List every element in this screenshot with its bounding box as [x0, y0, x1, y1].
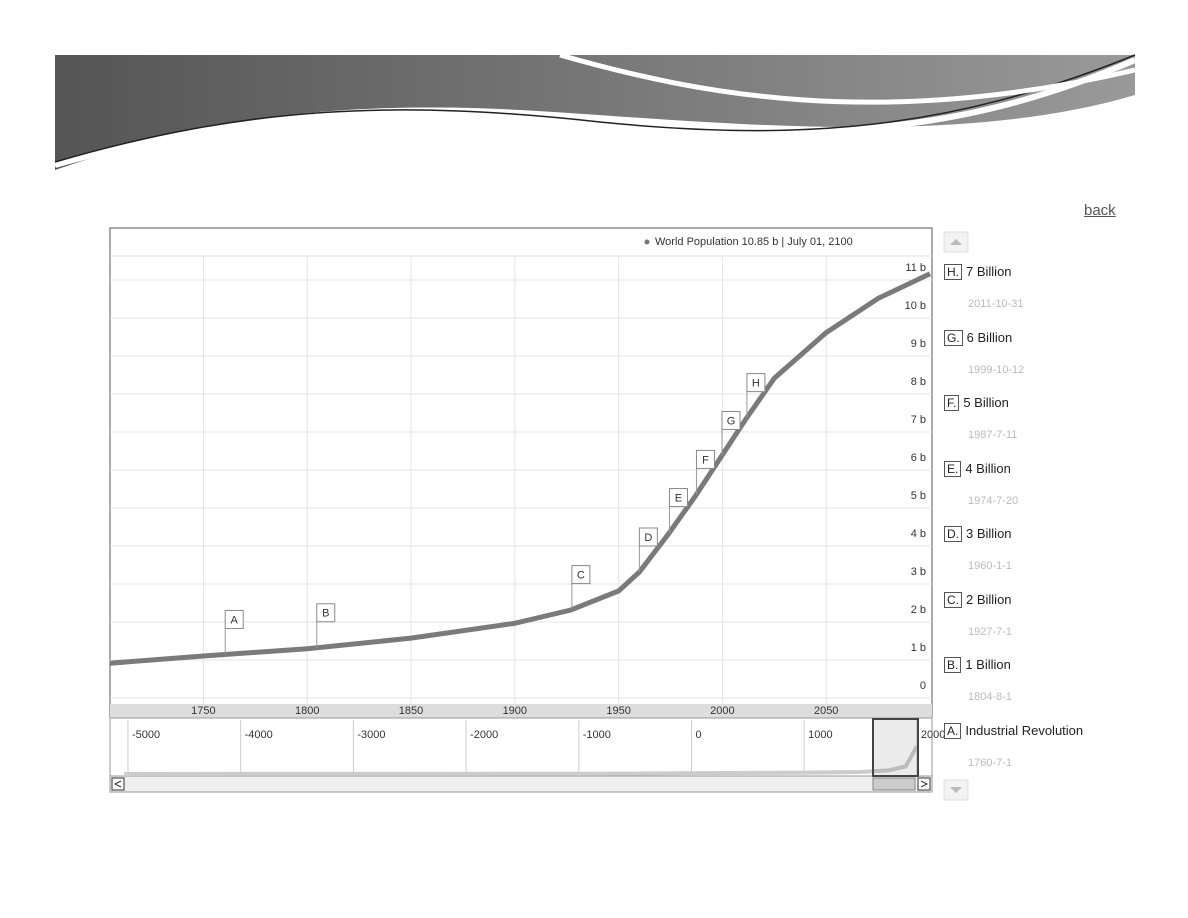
annotation-key: A.	[944, 722, 962, 739]
annotation-item[interactable]: E. 4 Billion	[944, 460, 1011, 477]
navigator-tick-label: -3000	[357, 729, 385, 741]
annotation-title: 3 Billion	[966, 526, 1012, 541]
y-tick-label: 2 b	[911, 604, 926, 616]
annotation-item[interactable]: D. 3 Billion	[944, 526, 1012, 542]
flag-box	[571, 565, 591, 585]
annotation-key: B.	[944, 657, 962, 673]
annotation-key: E.	[944, 460, 962, 477]
flag-letter: F	[702, 454, 709, 466]
navigator-tick-label: -2000	[470, 729, 498, 741]
annotation-title: 6 Billion	[966, 329, 1013, 345]
arrow-icon	[950, 787, 962, 793]
navigator-line	[123, 745, 919, 776]
y-tick-label: 4 b	[911, 528, 926, 540]
header-wave	[55, 55, 1135, 170]
arrow-icon	[113, 780, 122, 788]
navigator-tick-label: -1000	[583, 729, 611, 741]
annotation-date: 1927-7-1	[968, 625, 1013, 638]
annotation-title: 2 Billion	[966, 591, 1012, 607]
annotation-title: 4 Billion	[965, 460, 1011, 476]
y-tick-label: 0	[920, 680, 926, 692]
header-stripe	[54, 57, 1137, 168]
annotation-item[interactable]: B. 1 Billion	[944, 657, 1011, 673]
scrollbar[interactable]	[109, 775, 933, 793]
annotation-key: G.	[944, 329, 963, 346]
y-tick-label: 11 b	[905, 262, 926, 274]
back-link[interactable]: back	[1084, 202, 1116, 219]
legend-dot	[644, 239, 650, 245]
chart-frame	[109, 227, 933, 719]
flag-box	[695, 449, 715, 469]
navigator-tick-label: -5000	[132, 729, 160, 741]
annotation-key: D.	[944, 526, 962, 542]
y-tick-label: 7 b	[911, 414, 926, 426]
flag-letter: D	[644, 532, 652, 544]
flag-letter: A	[231, 614, 239, 626]
annotation-date: 1987-7-11	[968, 429, 1018, 441]
plot: 0 1 b 2 b 3 b 4 b 5 b 6 b 7 b 8 b 9 b 10 b 11 b 1750…	[109, 256, 945, 777]
arrow-icon	[950, 239, 962, 245]
annotation-date: 1999-10-12	[968, 363, 1025, 376]
x-tick-label: 1900	[503, 705, 527, 717]
y-tick-label: 5 b	[911, 490, 926, 502]
y-tick-label: 6 b	[911, 452, 926, 464]
x-tick-label: 1950	[606, 705, 630, 717]
annotation-item[interactable]: A. Industrial Revolution	[944, 722, 1084, 739]
flag-box	[224, 609, 244, 629]
navigator-tick-label: 1000	[808, 729, 832, 741]
x-axis-band	[110, 704, 932, 718]
navigator-window	[872, 718, 919, 777]
annotation-key: F.	[944, 395, 960, 411]
annotation-date: 1974-7-20	[968, 494, 1019, 507]
flag-box	[316, 603, 336, 623]
header-stripe	[559, 52, 1136, 105]
x-tick-label: 2000	[710, 705, 734, 717]
annotation-date: 2011-10-31	[968, 298, 1024, 310]
flag-letter: E	[675, 492, 682, 504]
flag-box	[638, 527, 658, 547]
annotation-title: 7 Billion	[966, 264, 1012, 279]
y-tick-label: 9 b	[911, 338, 926, 350]
y-tick-label: 8 b	[911, 376, 926, 388]
series-line	[109, 271, 932, 666]
flag-letter: C	[577, 569, 585, 581]
x-tick-label: 2050	[814, 705, 838, 717]
legend-text: World Population 10.85 b | July 01, 2100	[655, 236, 853, 248]
annotation-key: C.	[944, 591, 962, 608]
arrow-icon	[920, 780, 929, 788]
flag-box	[668, 488, 688, 508]
navigator-tick-label: -4000	[245, 729, 273, 741]
annotation-item[interactable]: H. 7 Billion	[944, 264, 1012, 280]
annotation-title: 5 Billion	[963, 395, 1009, 410]
scroll-right[interactable]	[917, 777, 931, 791]
annotation-item[interactable]: C. 2 Billion	[944, 591, 1012, 608]
scroll-thumb[interactable]	[872, 777, 916, 791]
annotation-item[interactable]: G. 6 Billion	[944, 329, 1013, 346]
annotation-date: 1760-7-1	[968, 756, 1013, 769]
annotation-item[interactable]: F. 5 Billion	[944, 395, 1009, 411]
y-tick-label: 1 b	[911, 642, 926, 654]
scroll-left[interactable]	[111, 777, 125, 791]
annotation-date: 1960-1-1	[968, 560, 1013, 572]
x-tick-label: 1850	[399, 705, 423, 717]
flag-letter: H	[752, 378, 760, 390]
annotation-key: H.	[944, 264, 962, 280]
flag-box	[721, 410, 741, 430]
annotation-title: 1 Billion	[965, 657, 1011, 672]
x-tick-label: 1800	[295, 705, 319, 717]
y-tick-label: 10 b	[905, 300, 926, 312]
flag-letter: G	[727, 415, 736, 427]
annotation-date: 1804-8-1	[968, 691, 1013, 703]
flag-letter: B	[322, 608, 329, 620]
x-tick-label: 1750	[191, 705, 215, 717]
navigator-tick-label: 0	[695, 729, 701, 741]
header-line	[54, 54, 1136, 163]
flag-box	[746, 373, 766, 393]
navigator-tick-label: 2000	[921, 729, 945, 741]
y-tick-label: 3 b	[911, 566, 926, 578]
annotation-title: Industrial Revolution	[965, 722, 1084, 738]
